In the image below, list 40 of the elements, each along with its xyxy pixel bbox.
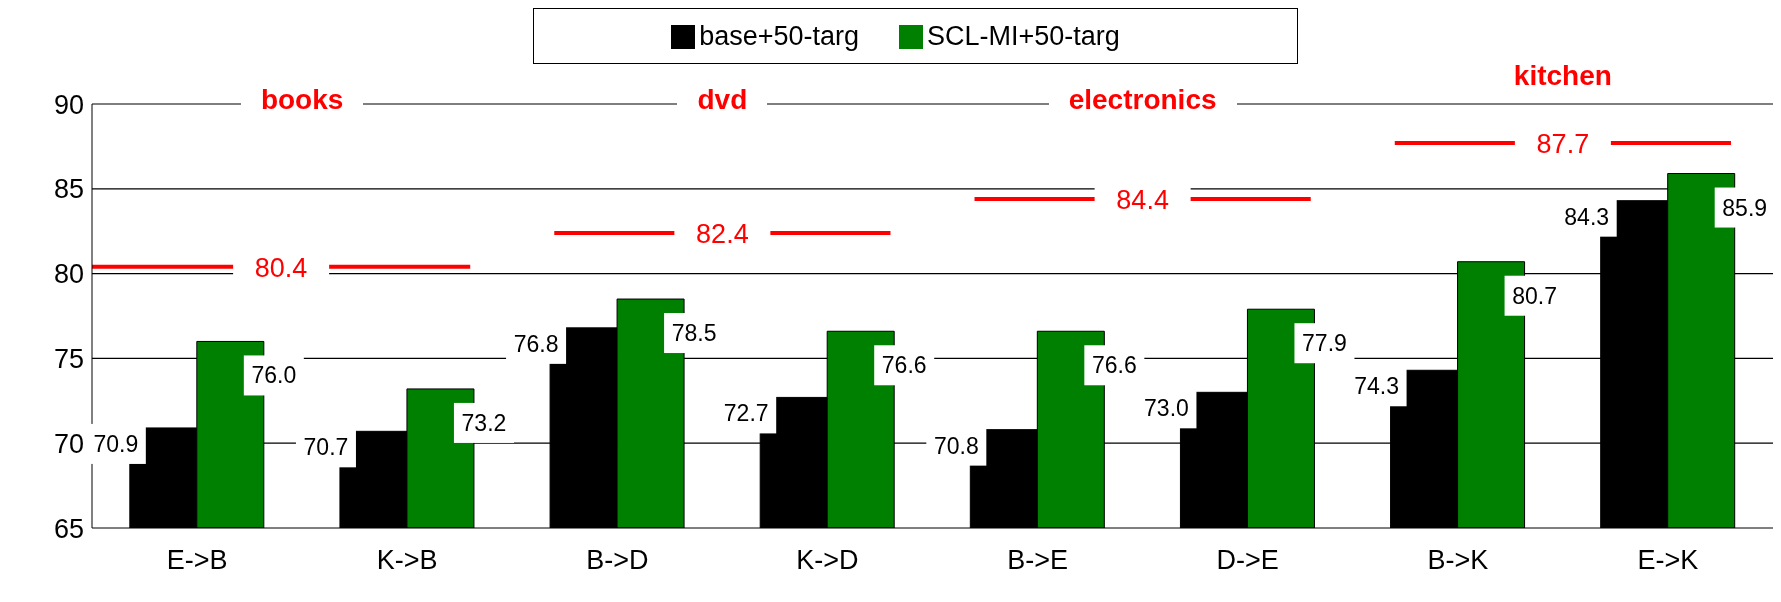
x-tick-label: K->D	[796, 545, 859, 576]
y-tick-label: 85	[53, 174, 84, 205]
data-label: 77.9	[1302, 330, 1347, 357]
x-tick-label: B->E	[1007, 545, 1068, 576]
data-label: 76.6	[1091, 352, 1137, 379]
legend-label: SCL-MI+50-targ	[927, 20, 1120, 51]
y-tick-label: 65	[53, 513, 84, 544]
x-tick-label: B->K	[1427, 545, 1489, 576]
y-tick-label: 70	[53, 428, 84, 459]
data-label: 76.0	[251, 362, 297, 389]
x-tick-label: E->K	[1637, 545, 1699, 576]
ref-line-label: 80.4	[254, 252, 308, 283]
data-label: 76.6	[881, 352, 927, 379]
ref-line-label: 82.4	[696, 218, 749, 249]
data-label: 72.7	[723, 400, 769, 427]
x-tick-label: K->B	[376, 545, 438, 576]
data-label: 85.9	[1722, 194, 1768, 221]
data-label: 70.7	[303, 434, 349, 461]
data-label: 78.5	[671, 320, 717, 347]
ref-line-label: 87.7	[1536, 129, 1590, 160]
data-label: 84.3	[1564, 203, 1610, 230]
x-tick-label: B->D	[586, 545, 649, 576]
data-label: 70.8	[933, 432, 979, 459]
y-tick-label: 90	[53, 89, 84, 120]
x-tick-label: E->B	[166, 545, 228, 576]
ref-line-label: 84.4	[1116, 184, 1169, 215]
data-label: 76.8	[513, 330, 559, 357]
data-label: 74.3	[1354, 373, 1399, 400]
data-label: 73.0	[1144, 395, 1189, 422]
annotation: electronics	[1048, 84, 1237, 115]
data-label: 70.9	[93, 430, 139, 457]
data-label: 73.2	[461, 409, 507, 436]
data-label: 80.7	[1512, 282, 1557, 309]
legend-label: base+50-targ	[699, 20, 860, 51]
annotation: dvd	[677, 84, 768, 115]
x-tick-label: D->E	[1216, 545, 1279, 576]
y-tick-label: 80	[53, 259, 84, 290]
annotation: books	[240, 84, 364, 115]
y-tick-label: 75	[53, 343, 84, 374]
text: kitchen	[1493, 60, 1632, 91]
